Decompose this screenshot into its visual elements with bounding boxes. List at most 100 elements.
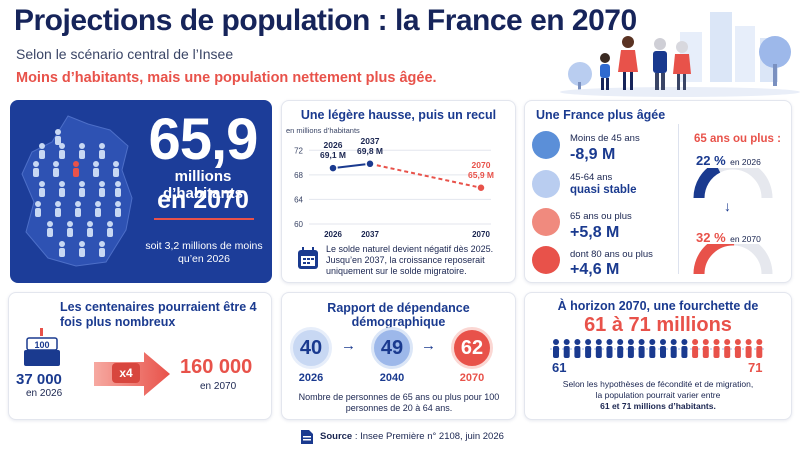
- person-icon-head: [33, 161, 39, 167]
- person-icon-head: [563, 339, 570, 345]
- person-icon-head: [553, 339, 559, 345]
- source-line: Source : Insee Première n° 2108, juin 20…: [320, 431, 504, 442]
- dependency-year-2026: 2026: [298, 372, 324, 384]
- person-icon-head: [113, 161, 119, 167]
- person-icon-head: [107, 221, 113, 227]
- range-headline: 61 à 71 millions: [584, 314, 732, 336]
- dependency-note: Nombre de personnes de 65 ans ou plus po…: [298, 392, 500, 413]
- person-icon-head: [574, 339, 581, 345]
- person-icon-head: [670, 339, 677, 345]
- aging-value-2: +5,8 M: [570, 224, 620, 241]
- person-icon-body: [713, 346, 720, 358]
- person-icon-head: [745, 339, 752, 345]
- y-tick-label: 64: [294, 195, 303, 204]
- share-2070-gauge: [693, 244, 773, 274]
- person-icon-head: [95, 201, 101, 207]
- person-icon-body: [692, 346, 699, 358]
- aging-value-3: +4,6 M: [570, 261, 620, 278]
- person-icon-head: [99, 181, 105, 187]
- birthday-cake-icon: 100: [24, 328, 60, 366]
- person-icon-head: [660, 339, 666, 345]
- person-icon-head: [73, 161, 79, 167]
- person-icon-body: [59, 188, 65, 197]
- person-icon-head: [47, 221, 53, 227]
- person-icon-head: [756, 339, 763, 345]
- aging-value-0: -8,9 M: [570, 146, 616, 163]
- person-icon-body: [115, 208, 121, 217]
- aging-label-0: Moins de 45 ans: [570, 133, 640, 144]
- person-icon-head: [59, 181, 65, 187]
- person-icon-body: [681, 346, 688, 358]
- person-icon-body: [745, 346, 752, 358]
- centenarians-from-value: 37 000: [16, 371, 62, 388]
- data-label-year: 2026: [324, 140, 343, 150]
- person-icon-body: [638, 346, 645, 358]
- person-icon-body: [617, 346, 624, 358]
- centenarians-title: Les centenaires pourraient être 4 fois p…: [60, 300, 257, 329]
- cake-number: 100: [34, 340, 49, 350]
- person-icon-body: [107, 228, 113, 237]
- aging-card: [524, 100, 792, 283]
- person-icon-head: [595, 339, 602, 345]
- person-icon-body: [95, 208, 101, 217]
- x-tick-label: 2026: [324, 230, 342, 239]
- aging-title: Une France plus âgée: [536, 108, 666, 122]
- person-icon-body: [627, 346, 634, 358]
- dependency-circle-2040: 49: [371, 327, 413, 369]
- senior-icon: [532, 208, 560, 236]
- person-icon-head: [53, 161, 59, 167]
- person-icon-body: [574, 346, 581, 358]
- person-icon-body: [67, 228, 73, 237]
- person-icon-body: [649, 346, 656, 358]
- person-icon-head: [606, 339, 613, 345]
- person-icon-body: [99, 150, 105, 159]
- person-icon-head: [55, 201, 61, 207]
- dependency-title: Rapport de dépendance démographique: [327, 301, 470, 329]
- person-icon-head: [617, 339, 624, 345]
- person-icon-head: [638, 339, 645, 345]
- person-icon-body: [59, 248, 65, 257]
- share-2070: 32 % en 2070: [696, 229, 761, 247]
- dependency-circle-2070: 62: [451, 327, 493, 369]
- data-label-value: 69,1 M: [320, 150, 346, 160]
- person-icon-body: [113, 168, 119, 177]
- person-icon-body: [39, 150, 45, 159]
- document-icon: [301, 430, 313, 444]
- share-2070-value: 32 %: [696, 230, 726, 245]
- range-title: À horizon 2070, une fourchette de: [557, 299, 759, 313]
- person-icon-body: [756, 346, 763, 358]
- hero-line1: millions d’habitants: [162, 168, 243, 202]
- person-icon-head: [79, 181, 85, 187]
- person-icon-head: [87, 221, 93, 227]
- person-icon-body: [99, 188, 105, 197]
- data-point: [328, 163, 338, 173]
- source-text: : Insee Première n° 2108, juin 2026: [352, 431, 504, 442]
- person-icon-body: [99, 248, 105, 257]
- person-icon-head: [115, 201, 121, 207]
- person-icon-body: [75, 208, 81, 217]
- data-label-value: 69,8 M: [357, 146, 383, 156]
- aging-value-1: quasi stable: [570, 184, 637, 196]
- centenarians-to-value: 160 000: [180, 356, 253, 378]
- aging-label-1: 45-64 ans: [570, 172, 613, 183]
- person-icon-head: [681, 339, 688, 345]
- france-people-map: [21, 115, 133, 267]
- y-tick-label: 60: [294, 220, 303, 229]
- person-icon-head: [39, 143, 45, 149]
- person-icon-head: [713, 339, 720, 345]
- person-icon-body: [563, 346, 570, 358]
- person-icon-body: [55, 208, 61, 217]
- person-icon-body: [79, 248, 85, 257]
- series-line-rise: [332, 162, 371, 170]
- page-title: Projections de population : la France en…: [14, 4, 637, 37]
- multiplier-badge: x4: [112, 363, 140, 383]
- calendar-icon: [298, 247, 318, 269]
- person-icon-body: [595, 346, 602, 358]
- trend-note: Le solde naturel devient négatif dès 202…: [326, 244, 494, 276]
- person-icon-head: [649, 339, 656, 345]
- person-icon-body: [53, 168, 59, 177]
- person-icon-head: [55, 129, 61, 135]
- arrow-down-icon: ↓: [724, 198, 731, 214]
- person-icon-body: [734, 346, 741, 358]
